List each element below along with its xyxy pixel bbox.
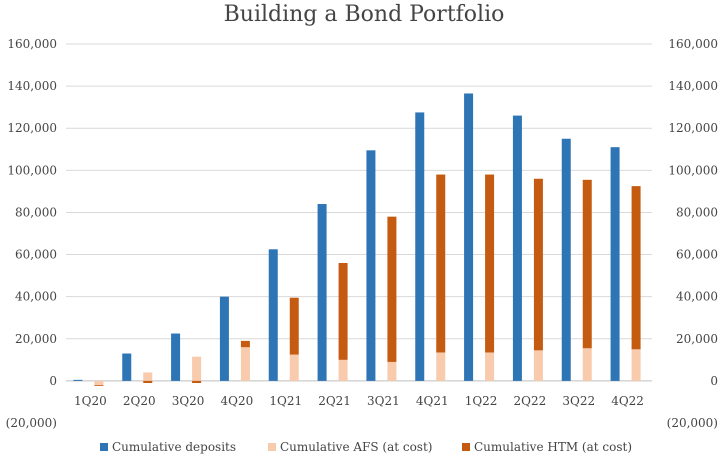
bar-cumulative-deposits: [122, 353, 132, 381]
bar-cumulative-afs: [436, 352, 446, 381]
y-tick-label-right: 120,000: [668, 121, 718, 135]
y-tick-label-right: 0: [710, 374, 718, 388]
y-tick-label-right: (20,000): [667, 416, 718, 430]
bar-cumulative-htm: [192, 380, 202, 383]
y-tick-label-right: 20,000: [676, 332, 718, 346]
bar-cumulative-afs: [289, 354, 299, 381]
bar-cumulative-htm: [289, 297, 299, 355]
bar-cumulative-deposits: [317, 204, 327, 381]
bar-cumulative-htm: [582, 179, 592, 349]
legend-label: Cumulative deposits: [112, 440, 236, 454]
bar-cumulative-afs: [387, 361, 397, 381]
x-tick-label: 3Q20: [172, 394, 205, 408]
x-tick-label: 2Q22: [514, 394, 547, 408]
bar-cumulative-afs: [485, 352, 495, 381]
x-tick-label: 4Q22: [611, 394, 644, 408]
bar-cumulative-htm: [143, 380, 153, 383]
bar-cumulative-htm: [387, 216, 397, 362]
bar-cumulative-htm: [240, 340, 250, 348]
y-tick-label-left: 60,000: [15, 248, 57, 262]
legend-swatch: [268, 443, 276, 451]
y-tick-label-right: 160,000: [668, 37, 718, 51]
x-tick-label: 4Q21: [416, 394, 449, 408]
y-tick-label-right: 60,000: [676, 248, 718, 262]
bar-cumulative-htm: [631, 186, 641, 350]
bar-cumulative-deposits: [415, 112, 425, 381]
bar-cumulative-deposits: [219, 296, 229, 381]
x-tick-label: 1Q20: [74, 394, 107, 408]
y-tick-label-left: 140,000: [7, 79, 57, 93]
y-axis-right: (20,000) 0 20,000 40,000 60,000 80,000 100,000…: [667, 37, 718, 430]
chart-title: Building a Bond Portfolio: [224, 2, 505, 27]
x-tick-label: 1Q21: [269, 394, 302, 408]
bar-cumulative-deposits: [561, 138, 571, 381]
bar-cumulative-deposits: [366, 150, 376, 381]
bar-cumulative-htm: [533, 178, 543, 351]
x-tick-label: 3Q21: [367, 394, 400, 408]
bar-cumulative-htm: [436, 174, 446, 353]
x-tick-label: 2Q21: [318, 394, 351, 408]
legend-swatch: [462, 443, 470, 451]
x-axis: 1Q20 2Q20 3Q20 4Q20 1Q21 2Q21 3Q21 4Q21 1Q22 2Q22…: [74, 394, 644, 408]
x-tick-label: 4Q20: [221, 394, 254, 408]
bar-cumulative-deposits: [171, 333, 181, 381]
x-tick-label: 3Q22: [562, 394, 595, 408]
bar-cumulative-htm: [338, 262, 348, 360]
y-tick-label-left: 120,000: [7, 121, 57, 135]
bar-cumulative-deposits: [512, 115, 522, 381]
bar-series: [73, 93, 641, 386]
y-tick-label-right: 80,000: [676, 205, 718, 219]
bar-cumulative-afs: [240, 347, 250, 381]
bar-cumulative-afs: [582, 348, 592, 381]
y-tick-label-left: 0: [49, 374, 57, 388]
y-tick-label-left: 20,000: [15, 332, 57, 346]
y-tick-label-left: 100,000: [7, 163, 57, 177]
bar-cumulative-deposits: [464, 93, 474, 381]
y-tick-label-left: 80,000: [15, 205, 57, 219]
y-tick-label-left: (20,000): [6, 416, 57, 430]
bar-cumulative-deposits: [73, 379, 83, 381]
legend-swatch: [100, 443, 108, 451]
legend-item: Cumulative deposits: [100, 440, 236, 454]
legend-label: Cumulative HTM (at cost): [474, 440, 632, 454]
bar-cumulative-afs: [94, 380, 104, 386]
y-tick-label-left: 40,000: [15, 290, 57, 304]
legend: Cumulative deposits Cumulative AFS (at co…: [100, 440, 632, 454]
x-tick-label: 1Q22: [465, 394, 498, 408]
bar-cumulative-afs: [338, 359, 348, 381]
bar-cumulative-htm: [94, 385, 104, 386]
gridlines: [66, 43, 652, 382]
bar-cumulative-afs: [631, 349, 641, 381]
bar-cumulative-afs: [192, 356, 202, 381]
bar-cumulative-afs: [143, 372, 153, 381]
legend-label: Cumulative AFS (at cost): [280, 440, 432, 454]
bar-cumulative-htm: [485, 174, 495, 353]
legend-item: Cumulative AFS (at cost): [268, 440, 432, 454]
y-tick-label-left: 160,000: [7, 37, 57, 51]
legend-item: Cumulative HTM (at cost): [462, 440, 632, 454]
bar-cumulative-deposits: [268, 249, 278, 381]
y-tick-label-right: 40,000: [676, 290, 718, 304]
y-tick-label-right: 100,000: [668, 163, 718, 177]
bar-cumulative-afs: [533, 350, 543, 381]
x-tick-label: 2Q20: [123, 394, 156, 408]
bar-cumulative-deposits: [610, 147, 620, 381]
y-tick-label-right: 140,000: [668, 79, 718, 93]
y-axis-left: (20,000) 0 20,000 40,000 60,000 80,000 100,000…: [6, 37, 57, 430]
